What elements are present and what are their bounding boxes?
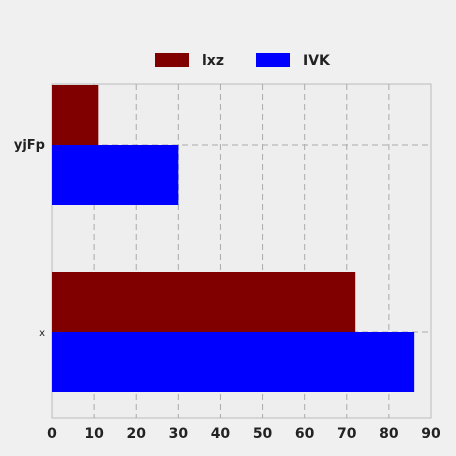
bar-IVK-x: [52, 332, 415, 392]
legend-swatch-lxz: [155, 53, 189, 67]
legend-swatch-IVK: [256, 53, 290, 67]
bars: [52, 85, 415, 392]
x-tick-label-70: 70: [337, 426, 357, 442]
legend-label-lxz: lxz: [202, 53, 224, 69]
y-ticks: yjFp x: [14, 138, 45, 339]
x-tick-label-30: 30: [169, 426, 189, 442]
x-tick-label-90: 90: [421, 426, 441, 442]
y-tick-label-yjFp: yjFp: [14, 138, 45, 153]
bar-lxz-yjFp: [52, 85, 99, 145]
x-tick-label-10: 10: [84, 426, 104, 442]
y-tick-label-x: x: [39, 328, 45, 339]
x-tick-label-50: 50: [253, 426, 273, 442]
x-ticks: 0 10 20 30 40 50 60 70 80 90: [47, 426, 441, 442]
x-tick-label-40: 40: [211, 426, 231, 442]
legend-label-IVK: IVK: [303, 53, 331, 69]
x-tick-label-20: 20: [126, 426, 146, 442]
x-tick-label-60: 60: [295, 426, 315, 442]
x-tick-label-80: 80: [379, 426, 399, 442]
bar-lxz-x: [52, 272, 356, 332]
bar-IVK-yjFp: [52, 145, 179, 205]
x-tick-label-0: 0: [47, 426, 57, 442]
legend: lxz IVK: [155, 53, 331, 69]
